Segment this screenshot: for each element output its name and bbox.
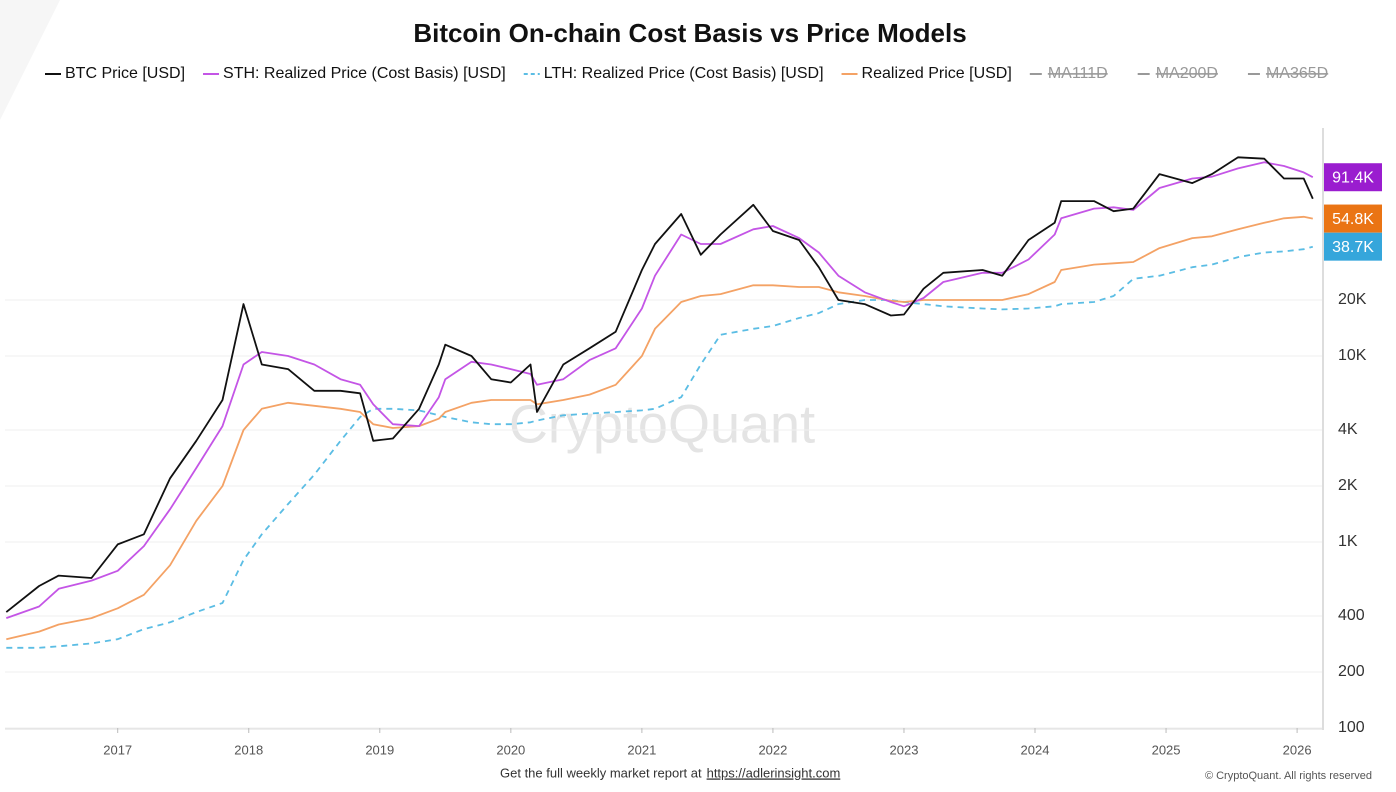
chart-title: Bitcoin On-chain Cost Basis vs Price Mod… — [413, 18, 966, 48]
legend-label: Realized Price [USD] — [862, 65, 1012, 82]
x-tick-label: 2019 — [365, 742, 394, 757]
x-tick-label: 2017 — [103, 742, 132, 757]
y-tick-label: 200 — [1338, 663, 1365, 680]
legend-label: LTH: Realized Price (Cost Basis) [USD] — [544, 65, 824, 82]
end-badge: 54.8K — [1324, 204, 1382, 233]
end-badge-label: 38.7K — [1332, 239, 1374, 256]
y-tick-label: 2K — [1338, 477, 1358, 494]
legend-item-hidden: MA111D — [1029, 65, 1108, 82]
legend-label: MA200D — [1156, 65, 1218, 82]
x-tick-label: 2025 — [1152, 742, 1181, 757]
y-tick-label: 10K — [1338, 347, 1367, 364]
end-badge: 91.4K — [1324, 163, 1382, 192]
series-line — [5, 161, 1314, 619]
end-badge-box — [1324, 204, 1382, 233]
corner-decoration — [0, 0, 60, 120]
end-badge-label: 54.8K — [1332, 211, 1374, 228]
y-tick-label: 100 — [1338, 719, 1365, 736]
end-badge: 38.7K — [1324, 232, 1382, 261]
x-tick-label: 2024 — [1021, 742, 1050, 757]
y-tick-label: 1K — [1338, 533, 1358, 550]
end-badge-box — [1324, 232, 1382, 261]
footer-text: Get the full weekly market report at — [500, 765, 702, 780]
legend-item: BTC Price [USD] — [45, 65, 185, 82]
x-tick-label: 2026 — [1283, 742, 1312, 757]
series-line — [6, 215, 1313, 641]
legend-item-hidden: MA365D — [1247, 65, 1328, 82]
legend-item: Realized Price [USD] — [841, 65, 1012, 82]
x-tick-label: 2020 — [496, 742, 525, 757]
legend-label: MA111D — [1048, 65, 1108, 82]
legend-label: MA365D — [1266, 65, 1328, 82]
legend-label: STH: Realized Price (Cost Basis) [USD] — [223, 65, 506, 82]
legend-item: LTH: Realized Price (Cost Basis) [USD] — [523, 65, 824, 82]
x-tick-label: 2021 — [627, 742, 656, 757]
watermark: CryptoQuant — [509, 394, 815, 454]
y-tick-label: 4K — [1338, 421, 1358, 438]
x-tick-label: 2018 — [234, 742, 263, 757]
legend-item: STH: Realized Price (Cost Basis) [USD] — [203, 65, 506, 82]
series-line — [6, 245, 1314, 649]
footer-link[interactable]: https://adlerinsight.com — [707, 765, 841, 780]
x-tick-label: 2023 — [890, 742, 919, 757]
end-badge-box — [1324, 163, 1382, 192]
copyright: © CryptoQuant. All rights reserved — [1205, 770, 1372, 782]
y-tick-label: 400 — [1338, 607, 1365, 624]
series-line — [5, 156, 1314, 613]
x-tick-label: 2022 — [758, 742, 787, 757]
end-badge-label: 91.4K — [1332, 169, 1374, 186]
y-tick-label: 20K — [1338, 291, 1367, 308]
legend-item-hidden: MA200D — [1137, 65, 1218, 82]
legend-label: BTC Price [USD] — [65, 65, 185, 82]
